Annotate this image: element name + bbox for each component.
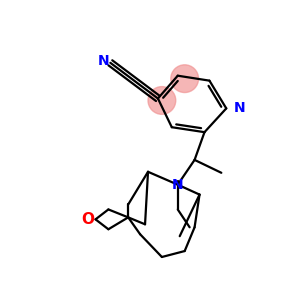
- Text: N: N: [98, 54, 109, 68]
- Circle shape: [148, 87, 176, 114]
- Text: N: N: [172, 178, 184, 192]
- Circle shape: [171, 65, 199, 92]
- Text: N: N: [233, 101, 245, 116]
- Text: O: O: [81, 212, 94, 227]
